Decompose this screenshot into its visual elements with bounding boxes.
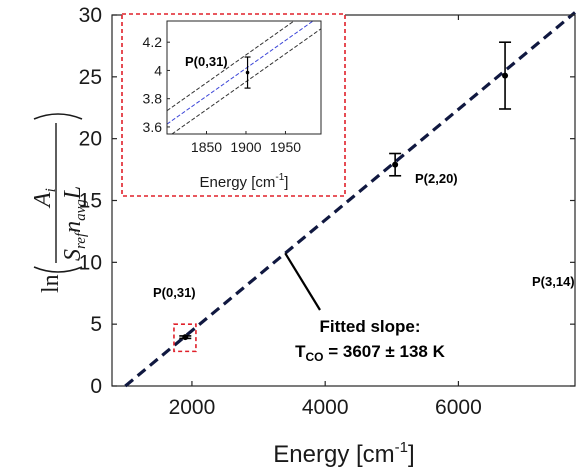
point-label-p031: P(0,31) xyxy=(153,285,196,300)
y-tick-label: 30 xyxy=(79,4,102,27)
inset-y-tick-label: 4 xyxy=(154,62,162,78)
inset-upper-bound-line xyxy=(167,21,295,112)
y-tick-label: 0 xyxy=(90,375,102,398)
y-tick-label: 10 xyxy=(79,251,102,274)
point-label-p314: P(3,14) xyxy=(532,274,575,289)
inset-y-tick-label: 4.2 xyxy=(143,34,163,50)
inset: 1850 1900 1950 3.6 3.8 4 4.2 P(0,31) Energy [c… xyxy=(121,13,346,197)
y-tick-label: 15 xyxy=(79,190,102,213)
x-tick-label: 4000 xyxy=(302,396,349,419)
inset-x-tick-label: 1950 xyxy=(270,139,301,155)
data-point xyxy=(502,72,509,79)
y-tick-label: 5 xyxy=(90,313,102,336)
inset-y-tick-label: 3.6 xyxy=(143,119,163,135)
inset-x-axis-label: Energy [cm-1] xyxy=(200,172,289,191)
annotation-pointer xyxy=(284,252,321,311)
y-tick-label: 20 xyxy=(79,128,102,151)
inset-x-tick-label: 1850 xyxy=(191,139,222,155)
svg-text:ln: ln xyxy=(38,274,64,293)
inset-fit-line xyxy=(167,21,314,125)
highlight-box xyxy=(173,323,197,353)
x-axis-label: Energy [cm-1] xyxy=(273,439,414,468)
inset-y-tick-label: 3.8 xyxy=(143,91,163,107)
inset-point-label: P(0,31) xyxy=(185,54,228,69)
inset-data-point xyxy=(245,70,250,75)
svg-text:SrefnavgL: SrefnavgL xyxy=(60,186,89,261)
fit-line xyxy=(124,11,577,388)
inset-border xyxy=(121,13,346,197)
inset-x-tick-label: 1900 xyxy=(230,139,261,155)
annotation-line2: TCO = 3607 ± 138 K xyxy=(295,342,445,364)
y-axis-label: ln Ai SrefnavgL xyxy=(30,113,89,293)
annotation-line1: Fitted slope: xyxy=(319,317,420,336)
inset-lower-bound-line xyxy=(171,28,321,134)
y-tick-label: 25 xyxy=(79,66,102,89)
inset-axes-frame xyxy=(166,20,322,135)
data-point xyxy=(392,161,399,168)
point-label-p220: P(2,20) xyxy=(415,171,458,186)
x-tick-label: 2000 xyxy=(169,396,216,419)
x-tick-label: 6000 xyxy=(435,396,482,419)
svg-text:Ai: Ai xyxy=(30,188,59,209)
data-point xyxy=(182,334,189,341)
